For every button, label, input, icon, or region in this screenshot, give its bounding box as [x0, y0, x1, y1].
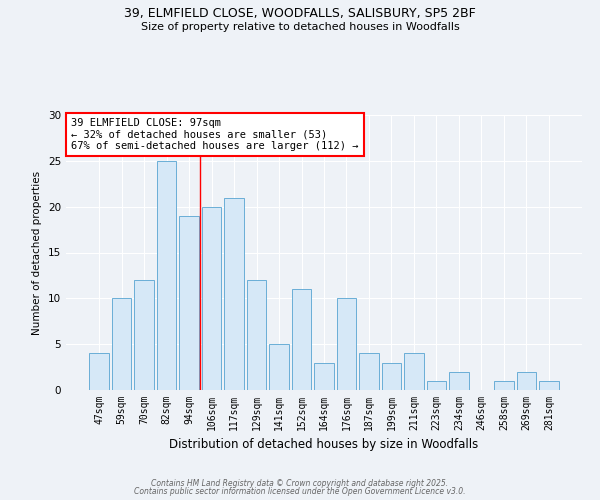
Text: Contains public sector information licensed under the Open Government Licence v3: Contains public sector information licen… — [134, 487, 466, 496]
Bar — [382, 362, 401, 390]
Bar — [134, 280, 154, 390]
Bar — [427, 381, 446, 390]
X-axis label: Distribution of detached houses by size in Woodfalls: Distribution of detached houses by size … — [169, 438, 479, 452]
Bar — [292, 289, 311, 390]
Bar — [89, 354, 109, 390]
Bar — [179, 216, 199, 390]
Text: 39 ELMFIELD CLOSE: 97sqm
← 32% of detached houses are smaller (53)
67% of semi-d: 39 ELMFIELD CLOSE: 97sqm ← 32% of detach… — [71, 118, 359, 151]
Bar — [247, 280, 266, 390]
Text: 39, ELMFIELD CLOSE, WOODFALLS, SALISBURY, SP5 2BF: 39, ELMFIELD CLOSE, WOODFALLS, SALISBURY… — [124, 8, 476, 20]
Bar — [404, 354, 424, 390]
Bar — [359, 354, 379, 390]
Bar — [494, 381, 514, 390]
Bar — [337, 298, 356, 390]
Bar — [517, 372, 536, 390]
Bar — [112, 298, 131, 390]
Bar — [314, 362, 334, 390]
Bar — [539, 381, 559, 390]
Bar — [449, 372, 469, 390]
Y-axis label: Number of detached properties: Number of detached properties — [32, 170, 43, 334]
Bar — [224, 198, 244, 390]
Text: Contains HM Land Registry data © Crown copyright and database right 2025.: Contains HM Land Registry data © Crown c… — [151, 478, 449, 488]
Text: Size of property relative to detached houses in Woodfalls: Size of property relative to detached ho… — [140, 22, 460, 32]
Bar — [269, 344, 289, 390]
Bar — [202, 206, 221, 390]
Bar — [157, 161, 176, 390]
